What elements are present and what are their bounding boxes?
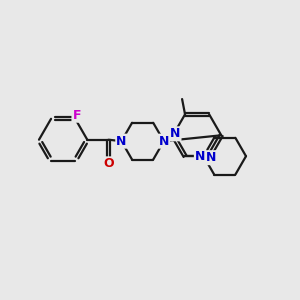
Text: N: N — [170, 127, 181, 140]
Text: N: N — [116, 135, 127, 148]
Text: N: N — [159, 135, 169, 148]
Text: O: O — [103, 157, 114, 170]
Text: F: F — [72, 109, 81, 122]
Text: N: N — [206, 151, 217, 164]
Text: N: N — [195, 150, 205, 163]
